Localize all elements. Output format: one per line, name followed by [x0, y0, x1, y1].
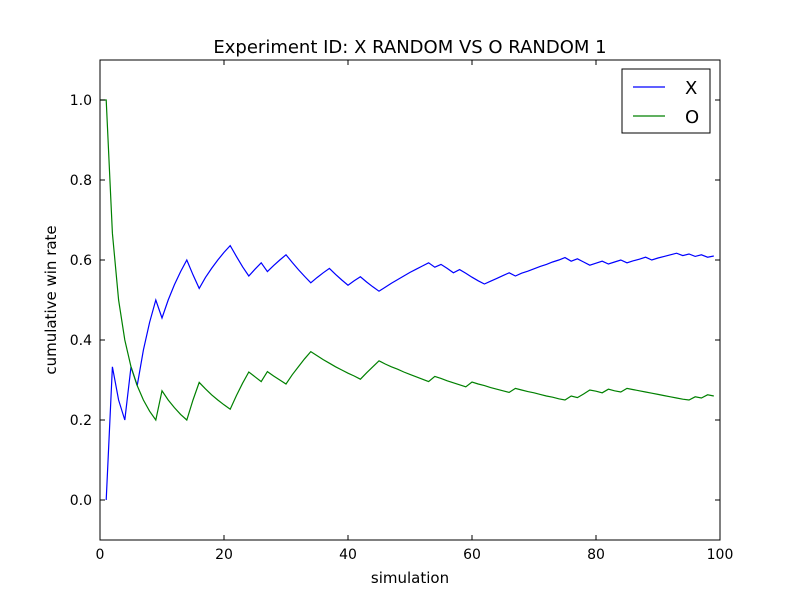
- legend-label-x: X: [685, 78, 697, 99]
- y-tick-label: 0.2: [70, 413, 92, 429]
- x-tick-label: 60: [463, 547, 481, 563]
- series-line-x: [105, 244, 714, 501]
- series-layer: [100, 99, 714, 501]
- legend-label-o: O: [685, 107, 699, 128]
- x-tick-label: 0: [96, 547, 105, 563]
- x-tick-label: 40: [339, 547, 357, 563]
- x-axis-label: simulation: [371, 569, 449, 587]
- legend: XO: [621, 68, 711, 134]
- x-axis: 0 20 40 60 80 100: [96, 60, 734, 563]
- x-tick-label: 100: [707, 547, 734, 563]
- series-line-o: [100, 99, 714, 422]
- x-tick-label: 80: [587, 547, 605, 563]
- y-axis: 0.0 0.2 0.4 0.6 0.8 1.0: [70, 93, 720, 509]
- x-tick-label: 20: [215, 547, 233, 563]
- chart-title: Experiment ID: X RANDOM VS O RANDOM 1: [213, 37, 606, 58]
- plot-frame: [99, 59, 721, 541]
- y-tick-label: 1.0: [70, 93, 92, 109]
- y-tick-label: 0.6: [70, 253, 92, 269]
- y-tick-label: 0.4: [70, 333, 92, 349]
- y-tick-label: 0.0: [70, 493, 92, 509]
- y-axis-label: cumulative win rate: [42, 225, 60, 374]
- y-tick-label: 0.8: [70, 173, 92, 189]
- legend-box: [621, 68, 711, 134]
